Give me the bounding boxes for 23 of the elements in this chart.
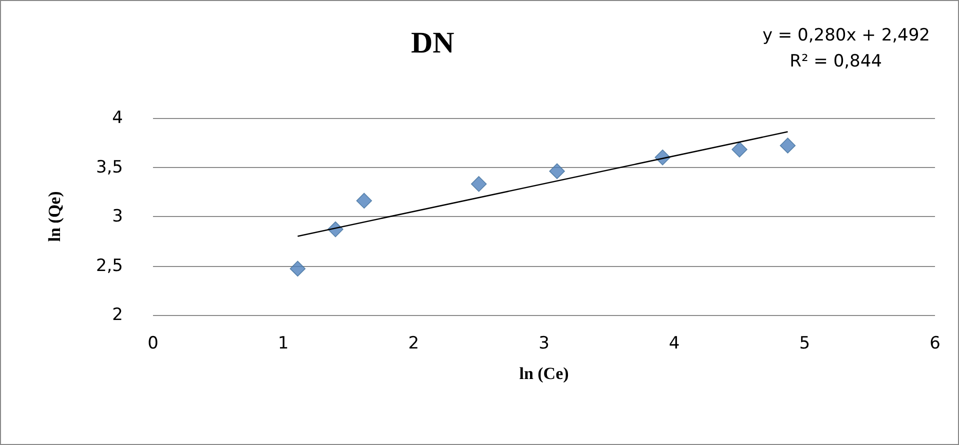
y-tick-label: 4 <box>112 108 123 128</box>
x-tick-label: 2 <box>408 334 420 354</box>
point <box>780 138 796 154</box>
x-tick-label: 5 <box>799 334 810 354</box>
y-tick-label: 2 <box>112 305 123 325</box>
point <box>732 142 748 158</box>
y-tick-label: 3 <box>112 206 123 226</box>
x-tick-label: 1 <box>278 334 289 354</box>
x-tick-label: 3 <box>538 334 550 354</box>
point <box>290 260 306 277</box>
x-tick-label: 4 <box>668 334 680 354</box>
y-tick-label: 3,5 <box>96 157 123 178</box>
text: y = 0,280x + 2,492 <box>762 26 930 46</box>
y-axis-title: ln (Qe) <box>45 191 64 242</box>
y-tick-label: 2,5 <box>96 256 123 276</box>
point <box>356 192 372 209</box>
point <box>549 163 565 180</box>
x-axis-title: ln (Ce) <box>519 364 569 383</box>
x-tick-label: 6 <box>930 334 940 354</box>
x-tick-label: 0 <box>148 334 158 354</box>
chart-title: DN <box>411 26 455 60</box>
point <box>470 176 487 192</box>
text: R² = 0,844 <box>790 52 882 72</box>
